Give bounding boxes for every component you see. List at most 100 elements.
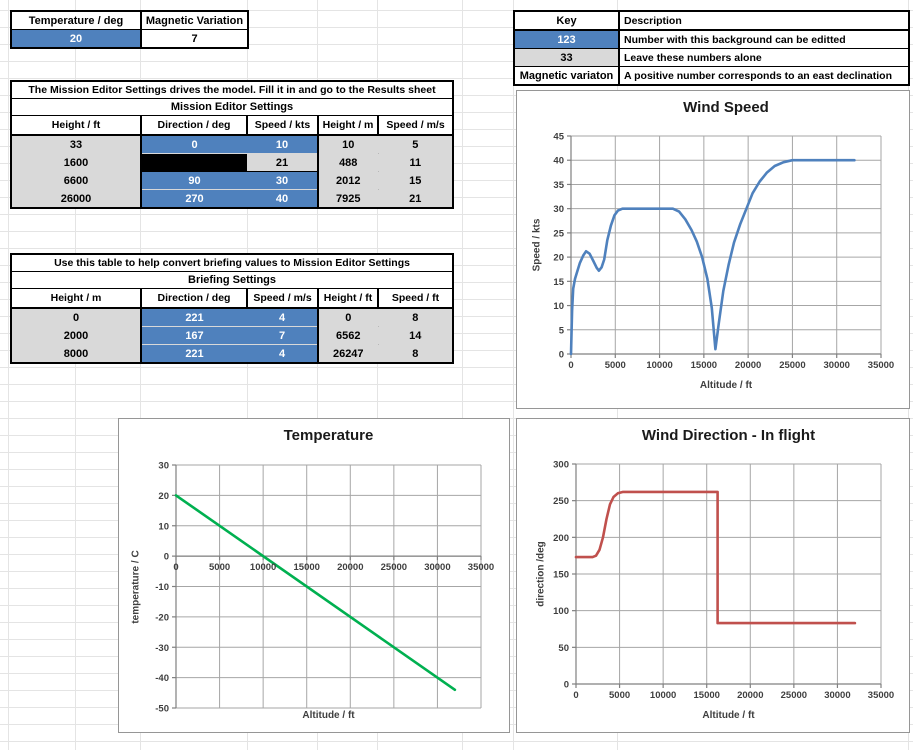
svg-text:200: 200 xyxy=(553,533,569,544)
wind-direction-chart-title: Wind Direction - In flight xyxy=(641,427,816,444)
briefing-cell: 8000 xyxy=(11,344,142,364)
sheet-column-gridline xyxy=(8,0,9,750)
sheet-row-gridline xyxy=(0,214,913,215)
briefing-cell[interactable]: 7 xyxy=(247,326,319,345)
sheet-row-gridline xyxy=(0,350,913,351)
key-description-cell: A positive number corresponds to an east… xyxy=(618,66,910,86)
briefing-data-row: 0 221 4 0 8 xyxy=(11,308,454,327)
mission-cell: 6600 xyxy=(11,171,142,190)
svg-text:30000: 30000 xyxy=(424,562,450,573)
briefing-cell[interactable]: 221 xyxy=(141,308,247,327)
key-sample-cell: 123 xyxy=(513,29,620,49)
mission-cell[interactable]: 0 xyxy=(141,135,247,154)
svg-text:5000: 5000 xyxy=(609,690,630,701)
briefing-cell[interactable]: 167 xyxy=(141,326,247,345)
magnetic-variation-value-cell[interactable]: 7 xyxy=(140,29,249,49)
svg-text:10000: 10000 xyxy=(646,360,672,371)
svg-text:-40: -40 xyxy=(155,673,169,684)
mission-header-row: Height / ft Direction / deg Speed / kts Hei… xyxy=(10,115,455,136)
plot-gridlines xyxy=(570,135,882,355)
key-table-row: Magnetic variaton A positive number corre… xyxy=(513,66,910,86)
temperature-chart-title: Temperature xyxy=(283,427,374,444)
svg-text:25000: 25000 xyxy=(779,360,805,371)
svg-text:10000: 10000 xyxy=(250,562,276,573)
svg-text:0: 0 xyxy=(573,690,578,701)
briefing-cell: 26247 xyxy=(318,344,379,364)
svg-text:35000: 35000 xyxy=(468,562,494,573)
svg-text:100: 100 xyxy=(553,606,569,617)
sheet-row-gridline xyxy=(0,163,913,164)
briefing-cell: 0 xyxy=(318,308,379,327)
sheet-column-gridline xyxy=(247,0,248,750)
key-sample-cell: 33 xyxy=(513,48,620,67)
svg-text:5: 5 xyxy=(559,325,565,336)
briefing-data-row: 2000 167 7 6562 14 xyxy=(11,326,454,345)
wind-speed-x-axis-label: Altitude / ft xyxy=(699,380,753,391)
mission-cell[interactable]: 90 xyxy=(141,171,247,190)
sheet-column-gridline xyxy=(140,0,141,750)
briefing-cell[interactable]: 4 xyxy=(247,308,319,327)
input-table-header-temperature: Temperature / deg xyxy=(10,10,142,30)
svg-text:30000: 30000 xyxy=(824,360,850,371)
sheet-column-gridline xyxy=(317,0,318,750)
svg-text:150: 150 xyxy=(553,570,569,581)
briefing-cell: 0 xyxy=(11,308,142,327)
briefing-cell: 6562 xyxy=(318,326,379,345)
mission-cell xyxy=(141,153,247,172)
svg-text:35000: 35000 xyxy=(868,690,894,701)
svg-text:0: 0 xyxy=(164,552,169,563)
svg-text:20000: 20000 xyxy=(737,690,763,701)
input-table: Temperature / deg Magnetic Variation 20 7 xyxy=(10,10,249,49)
wind-speed-chart: 0 5 10 15 20 25 30 35 40 45 0 5000 10000 15000 20000 25… xyxy=(516,90,910,409)
key-table-row: 33 Leave these numbers alone xyxy=(513,48,910,67)
sheet-row-gridline xyxy=(0,741,913,742)
mission-cell: 1600 xyxy=(11,153,142,172)
briefing-data-row: 8000 221 4 26247 8 xyxy=(11,344,454,364)
key-table-header-description: Description xyxy=(618,10,910,31)
sheet-row-gridline xyxy=(0,384,913,385)
svg-text:20000: 20000 xyxy=(735,360,761,371)
svg-text:10: 10 xyxy=(553,301,564,312)
wind-direction-chart: 0 50 100 150 200 250 300 0 5000 10000 15000 20000 25… xyxy=(516,418,910,733)
briefing-title-row: Briefing Settings xyxy=(11,271,454,289)
briefing-cell[interactable]: 4 xyxy=(247,344,319,364)
briefing-banner-row: Use this table to help convert briefing … xyxy=(11,254,454,272)
svg-text:-50: -50 xyxy=(155,704,169,715)
key-description-cell: Number with this background can be editt… xyxy=(618,29,910,49)
briefing-cell[interactable]: 221 xyxy=(141,344,247,364)
svg-text:15000: 15000 xyxy=(691,360,717,371)
mission-cell: 26000 xyxy=(11,189,142,209)
mission-cell[interactable]: 40 xyxy=(247,189,319,209)
mission-data-row: 1600 21 488 11 xyxy=(11,153,454,172)
temperature-value-cell[interactable]: 20 xyxy=(10,29,142,49)
sheet-row-gridline xyxy=(0,248,913,249)
svg-text:-20: -20 xyxy=(155,612,169,623)
svg-text:50: 50 xyxy=(558,643,569,654)
temperature-plot: -50 -40 -30 -20 -10 0 10 20 30 0 5000 10000 15000 200… xyxy=(155,461,494,715)
mission-column-header: Direction / deg xyxy=(140,115,248,136)
svg-text:0: 0 xyxy=(564,680,569,691)
key-table: Key Description 123 Number with this back… xyxy=(513,10,910,86)
svg-text:5000: 5000 xyxy=(605,360,626,371)
svg-text:30000: 30000 xyxy=(824,690,850,701)
sheet-row-gridline xyxy=(0,282,913,283)
mission-cell: 11 xyxy=(378,153,454,172)
briefing-column-header: Speed / m/s xyxy=(246,288,319,309)
svg-text:0: 0 xyxy=(568,360,573,371)
svg-text:20: 20 xyxy=(158,491,169,502)
mission-cell[interactable]: 270 xyxy=(141,189,247,209)
sheet-row-gridline xyxy=(0,146,913,147)
mission-cell: 10 xyxy=(318,135,379,154)
briefing-column-header: Speed / ft xyxy=(376,288,455,309)
key-table-row: 123 Number with this background can be ed… xyxy=(513,29,910,49)
wind-direction-plot: 0 50 100 150 200 250 300 0 5000 10000 15000 20000 25… xyxy=(553,460,894,702)
input-table-header-row: Temperature / deg Magnetic Variation xyxy=(10,10,249,30)
svg-text:300: 300 xyxy=(553,460,569,471)
svg-text:20: 20 xyxy=(553,253,564,264)
mission-cell[interactable]: 10 xyxy=(247,135,319,154)
sheet-row-gridline xyxy=(0,265,913,266)
mission-cell[interactable]: 30 xyxy=(247,171,319,190)
briefing-column-header: Direction / deg xyxy=(140,288,248,309)
sheet-row-gridline xyxy=(0,197,913,198)
temperature-series-line xyxy=(174,494,457,692)
